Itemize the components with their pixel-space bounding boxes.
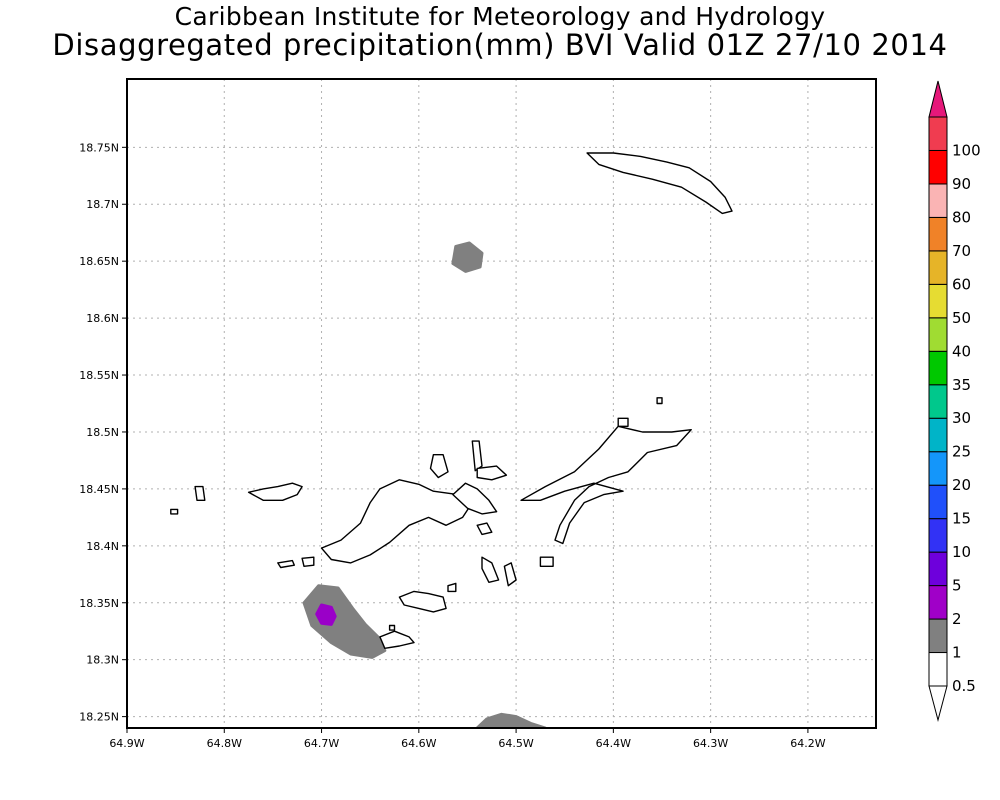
legend-label: 80 [952, 208, 971, 226]
lat-tick-label: 18.75N [79, 141, 119, 154]
lat-tick-label: 18.7N [86, 198, 119, 211]
legend-swatch [928, 417, 948, 453]
island-pelican-island [388, 624, 396, 631]
island-norman-island [379, 630, 415, 649]
legend-label: 2 [952, 610, 962, 628]
island-ginger-island [539, 556, 554, 567]
island-scrub-island [476, 522, 493, 536]
precipitation-layer [302, 241, 547, 728]
island-virgin-gorda [520, 425, 692, 545]
legend-swatch [928, 250, 948, 285]
island-little-jost [194, 485, 206, 501]
island-great-camanoe [471, 440, 483, 472]
lon-tick-label: 64.8W [207, 737, 242, 750]
island-salt-island [481, 556, 500, 583]
precip-purple-southwest [315, 603, 337, 626]
legend-swatch [928, 350, 948, 386]
legend-label: 35 [952, 376, 971, 394]
precip-gray-northcentral [451, 241, 484, 273]
islands-layer [170, 152, 733, 649]
legend-label: 90 [952, 175, 971, 193]
legend-label: 25 [952, 443, 971, 461]
legend-label: 15 [952, 510, 971, 528]
island-frenchman-cay [301, 556, 315, 567]
legend-swatch [928, 652, 948, 687]
island-cooper-island [503, 562, 517, 587]
legend-bottom-arrow [928, 685, 948, 722]
island-sandy-cay [170, 508, 179, 515]
island-virgin-gorda-north [656, 397, 663, 405]
map-frame [126, 78, 877, 729]
institute-title: Caribbean Institute for Meteorology and … [174, 2, 826, 31]
lat-tick-label: 18.25N [79, 711, 119, 724]
legend-top-arrow [928, 80, 948, 118]
legend-swatch [928, 317, 948, 352]
legend-label: 5 [952, 577, 962, 595]
latitude-axis: 18.25N 18.3N 18.35N 18.4N 18.45N 18.5N 18.55N 1… [79, 141, 127, 724]
island-tortola-east [452, 482, 498, 515]
island-mosquito-island [617, 417, 629, 427]
legend-swatch [928, 618, 948, 654]
legend-swatch [928, 116, 948, 151]
lon-tick-label: 64.7W [304, 737, 339, 750]
island-anegada [586, 152, 733, 215]
lon-tick-label: 64.5W [498, 737, 533, 750]
precip-gray-southwest [302, 584, 387, 659]
lat-tick-label: 18.6N [86, 312, 119, 325]
lat-tick-label: 18.55N [79, 369, 119, 382]
lon-tick-label: 64.2W [790, 737, 825, 750]
lat-tick-label: 18.35N [79, 597, 119, 610]
precip-gray-south [475, 712, 547, 728]
legend-label: 0.5 [952, 677, 976, 695]
lat-tick-label: 18.45N [79, 483, 119, 496]
legend-label: 50 [952, 309, 971, 327]
map-title: Disaggregated precipitation(mm) BVI Vali… [52, 28, 948, 62]
legend-swatch [928, 183, 948, 218]
legend-label: 1 [952, 644, 962, 662]
island-tortola [320, 479, 473, 564]
legend-swatch [928, 451, 948, 486]
legend-label: 40 [952, 342, 971, 360]
island-dead-chest [447, 582, 457, 593]
lat-tick-label: 18.3N [86, 654, 119, 667]
legend-swatch [928, 384, 948, 419]
lon-tick-label: 64.9W [109, 737, 144, 750]
legend-swatch [928, 585, 948, 620]
longitude-axis: 64.9W 64.8W 64.7W 64.6W 64.5W 64.4W 64.3W 64.2W [109, 728, 826, 750]
island-beef-island [476, 465, 508, 481]
legend-swatch [928, 216, 948, 252]
lat-tick-label: 18.4N [86, 540, 119, 553]
lon-tick-label: 64.4W [596, 737, 631, 750]
legend-swatch [928, 484, 948, 520]
map-grid [126, 79, 876, 728]
legend-swatch [928, 283, 948, 319]
legend-label: 20 [952, 476, 971, 494]
island-guana-island [429, 454, 449, 479]
island-jost-van-dyke [247, 482, 303, 501]
legend-label: 100 [952, 141, 981, 159]
legend-label: 70 [952, 242, 971, 260]
legend-label: 10 [952, 543, 971, 561]
legend-swatch [928, 518, 948, 553]
island-thatch-island [277, 559, 295, 569]
lat-tick-label: 18.65N [79, 255, 119, 268]
legend-label: 30 [952, 409, 971, 427]
island-peter-island [398, 590, 447, 613]
lon-tick-label: 64.6W [401, 737, 436, 750]
legend-swatch [928, 149, 948, 185]
lon-tick-label: 64.3W [693, 737, 728, 750]
lat-tick-label: 18.5N [86, 426, 119, 439]
legend-swatch [928, 551, 948, 587]
legend-label: 60 [952, 275, 971, 293]
